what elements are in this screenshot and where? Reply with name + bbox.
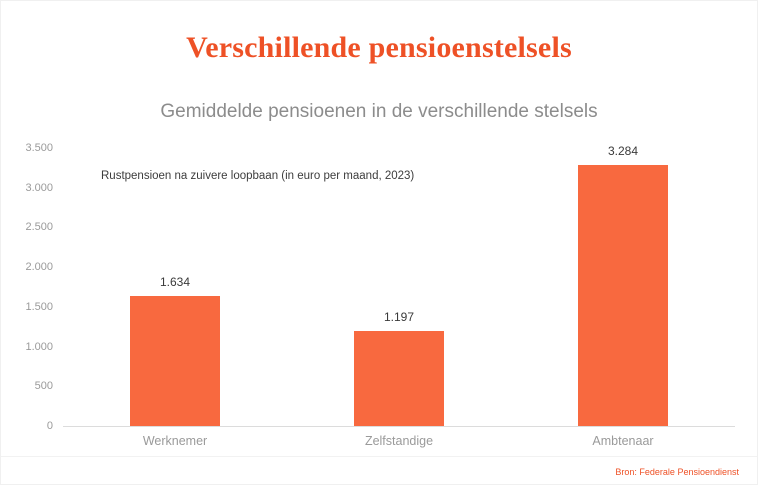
chart-annotation: Rustpensioen na zuivere loopbaan (in eur… xyxy=(101,170,415,182)
y-tick-label: 0 xyxy=(46,420,53,432)
bar-value-label: 1.197 xyxy=(383,309,415,324)
chart-title: Verschillende pensioenstelsels xyxy=(186,31,572,64)
x-category-label: Ambtenaar xyxy=(592,434,654,448)
y-tick-label: 2.000 xyxy=(25,261,53,274)
y-tick-label: 500 xyxy=(34,380,53,393)
bottom-divider xyxy=(1,456,757,457)
y-tick-label: 3.500 xyxy=(25,142,53,154)
bar-slot: 3.284 xyxy=(511,144,735,426)
bar-ambtenaar xyxy=(578,165,668,426)
y-tick-label: 2.500 xyxy=(25,221,53,234)
y-tick-label: 3.000 xyxy=(25,181,53,194)
bar-value-label: 3.284 xyxy=(607,144,639,159)
bar-slot: 1.197 xyxy=(287,148,511,426)
bar-slot: 1.634 xyxy=(63,148,287,426)
bar-zelfstandige xyxy=(354,330,444,426)
bar-value-label: 1.634 xyxy=(159,275,191,290)
bar-werknemer xyxy=(130,296,220,426)
x-axis: Werknemer Zelfstandige Ambtenaar xyxy=(63,434,735,448)
y-axis: 3.500 3.000 2.500 2.000 1.500 1.000 500 0 xyxy=(1,142,53,432)
x-category-label: Zelfstandige xyxy=(364,434,434,448)
y-tick-label: 1.500 xyxy=(25,300,53,313)
chart-subtitle: Gemiddelde pensioenen in de verschillend… xyxy=(160,101,598,122)
y-tick-label: 1.000 xyxy=(25,340,53,353)
bars: 1.634 1.197 3.284 xyxy=(63,144,735,426)
source-note: Bron: Federale Pensioendienst xyxy=(615,467,739,477)
plot-area: Rustpensioen na zuivere loopbaan (in eur… xyxy=(63,144,735,427)
x-category-label: Werknemer xyxy=(142,434,208,448)
